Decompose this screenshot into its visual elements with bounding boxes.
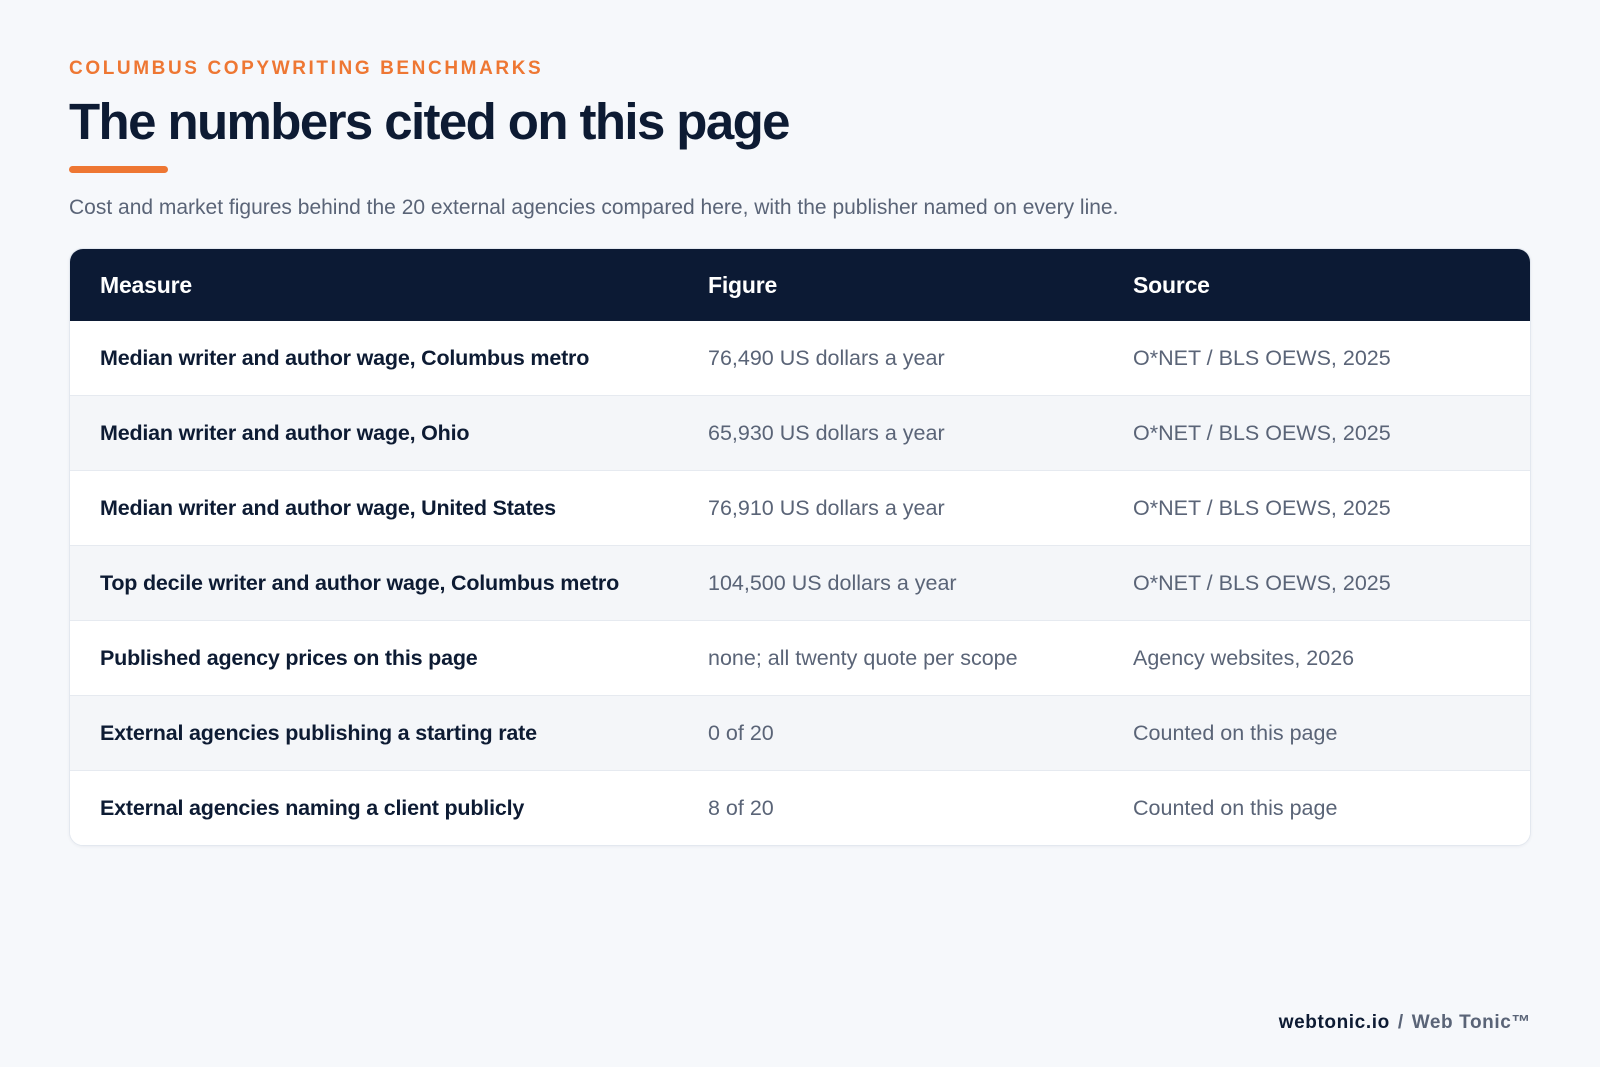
measure-cell: Median writer and author wage, United St… bbox=[70, 470, 678, 546]
page-title: The numbers cited on this page bbox=[69, 93, 791, 150]
table-header-row: Measure Figure Source bbox=[70, 249, 1530, 321]
measure-cell: Median writer and author wage, Ohio bbox=[70, 395, 678, 471]
column-header-source: Source bbox=[1103, 249, 1530, 321]
eyebrow-label: COLUMBUS COPYWRITING BENCHMARKS bbox=[69, 58, 544, 79]
measure-cell: External agencies naming a client public… bbox=[70, 770, 678, 845]
figure-cell: none; all twenty quote per scope bbox=[678, 620, 1103, 696]
measure-cell: External agencies publishing a starting … bbox=[70, 695, 678, 771]
measure-cell: Top decile writer and author wage, Colum… bbox=[70, 545, 678, 621]
table-row: Median writer and author wage, United St… bbox=[70, 470, 1530, 546]
title-accent-bar bbox=[69, 166, 168, 173]
source-cell: O*NET / BLS OEWS, 2025 bbox=[1103, 470, 1530, 546]
source-cell: Counted on this page bbox=[1103, 770, 1530, 845]
column-header-measure: Measure bbox=[70, 249, 678, 321]
figure-cell: 104,500 US dollars a year bbox=[678, 545, 1103, 621]
source-cell: Agency websites, 2026 bbox=[1103, 620, 1530, 696]
table-row: Top decile writer and author wage, Colum… bbox=[70, 545, 1530, 621]
figure-cell: 65,930 US dollars a year bbox=[678, 395, 1103, 471]
column-header-figure: Figure bbox=[678, 249, 1103, 321]
figure-cell: 0 of 20 bbox=[678, 695, 1103, 771]
source-cell: Counted on this page bbox=[1103, 695, 1530, 771]
figure-cell: 8 of 20 bbox=[678, 770, 1103, 845]
figure-cell: 76,910 US dollars a year bbox=[678, 470, 1103, 546]
source-cell: O*NET / BLS OEWS, 2025 bbox=[1103, 395, 1530, 471]
table-row: Published agency prices on this page non… bbox=[70, 620, 1530, 696]
measure-cell: Median writer and author wage, Columbus … bbox=[70, 321, 678, 396]
footer-brand: Web Tonic™ bbox=[1411, 1012, 1531, 1033]
source-cell: O*NET / BLS OEWS, 2025 bbox=[1103, 321, 1530, 396]
figure-cell: 76,490 US dollars a year bbox=[678, 321, 1103, 396]
footer-credit: webtonic.io / Web Tonic™ bbox=[1279, 1012, 1531, 1034]
table-row: External agencies publishing a starting … bbox=[70, 695, 1530, 771]
source-cell: O*NET / BLS OEWS, 2025 bbox=[1103, 545, 1530, 621]
footer-separator: / bbox=[1397, 1012, 1404, 1033]
table-row: External agencies naming a client public… bbox=[70, 770, 1530, 845]
benchmarks-table-card: Measure Figure Source Median writer and … bbox=[69, 248, 1531, 846]
page-description: Cost and market figures behind the 20 ex… bbox=[69, 196, 1119, 219]
measure-cell: Published agency prices on this page bbox=[70, 620, 678, 696]
footer-domain: webtonic.io bbox=[1278, 1012, 1390, 1033]
benchmarks-table: Measure Figure Source Median writer and … bbox=[70, 249, 1530, 845]
table-row: Median writer and author wage, Ohio 65,9… bbox=[70, 395, 1530, 471]
table-row: Median writer and author wage, Columbus … bbox=[70, 321, 1530, 396]
